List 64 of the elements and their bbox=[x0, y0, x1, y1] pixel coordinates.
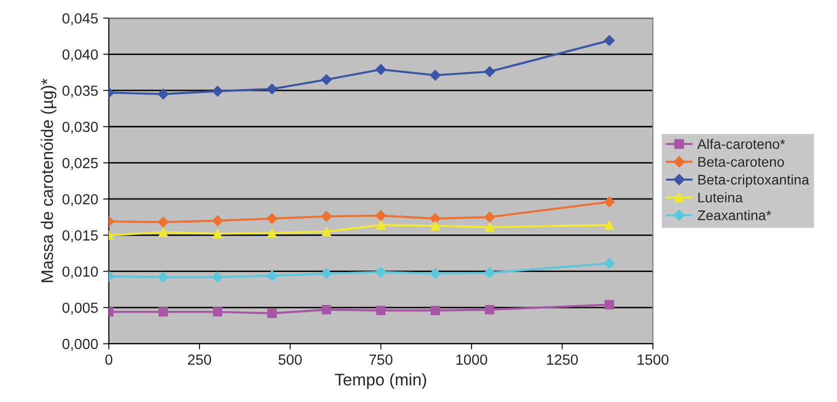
y-tick-label: 0,030 bbox=[62, 122, 98, 134]
point bbox=[484, 267, 496, 278]
x-tick-label: 1000 bbox=[456, 354, 488, 365]
x-tick-label: 250 bbox=[188, 354, 212, 365]
point bbox=[430, 70, 441, 81]
point bbox=[321, 210, 332, 222]
point bbox=[267, 228, 277, 238]
point bbox=[158, 228, 168, 237]
point bbox=[158, 307, 168, 317]
point bbox=[267, 308, 277, 318]
point bbox=[266, 270, 278, 282]
point bbox=[430, 213, 441, 224]
point bbox=[375, 210, 386, 222]
y-tick-label: 0,015 bbox=[62, 230, 98, 242]
point bbox=[212, 229, 222, 238]
legend-label: Luteina bbox=[698, 192, 743, 202]
point bbox=[604, 196, 615, 208]
point bbox=[376, 306, 386, 316]
x-tick-label: 750 bbox=[369, 354, 392, 365]
point bbox=[158, 216, 169, 228]
point bbox=[604, 258, 615, 269]
point bbox=[266, 213, 278, 224]
y-tick-label: 0,010 bbox=[62, 266, 98, 278]
y-tick-label: 0,000 bbox=[62, 338, 98, 351]
point bbox=[604, 300, 614, 310]
y-tick-label: 0,020 bbox=[62, 194, 98, 206]
y-axis-title: Massa de carotenóide (µg)* bbox=[40, 78, 56, 282]
x-tick-label: 0 bbox=[105, 354, 112, 365]
point bbox=[322, 226, 332, 236]
y-tick-label: 0,040 bbox=[62, 49, 98, 62]
point bbox=[484, 305, 494, 314]
point bbox=[430, 221, 440, 230]
legend-label: Alfa-caroteno* bbox=[697, 138, 786, 150]
legend-label: Beta-criptoxantina bbox=[698, 174, 810, 188]
legend-label: Zeaxantina* bbox=[698, 210, 772, 220]
point bbox=[604, 220, 614, 230]
legend-label: Beta-caroteno bbox=[698, 157, 784, 167]
point bbox=[158, 272, 169, 283]
x-tick-label: 1500 bbox=[638, 354, 669, 365]
point bbox=[604, 35, 615, 46]
point bbox=[375, 64, 386, 75]
point bbox=[376, 220, 386, 230]
x-tick-label: 1250 bbox=[547, 354, 578, 365]
y-tick-label: 0,045 bbox=[62, 13, 98, 26]
point bbox=[212, 86, 224, 97]
point bbox=[266, 84, 278, 94]
point bbox=[212, 272, 224, 283]
point bbox=[212, 215, 224, 226]
y-tick-label: 0,005 bbox=[62, 302, 98, 315]
point bbox=[484, 222, 494, 232]
point bbox=[375, 266, 386, 278]
y-tick-label: 0,035 bbox=[62, 86, 98, 98]
point bbox=[484, 66, 496, 78]
point bbox=[321, 268, 332, 279]
x-tick-label: 500 bbox=[278, 354, 302, 365]
point bbox=[212, 307, 222, 317]
point bbox=[322, 305, 332, 314]
point bbox=[430, 268, 441, 279]
point bbox=[321, 74, 332, 86]
point bbox=[158, 88, 169, 100]
y-tick-label: 0,025 bbox=[62, 158, 98, 170]
point bbox=[484, 212, 496, 223]
x-axis-title: Tempo (min) bbox=[334, 373, 426, 389]
point bbox=[430, 306, 440, 316]
